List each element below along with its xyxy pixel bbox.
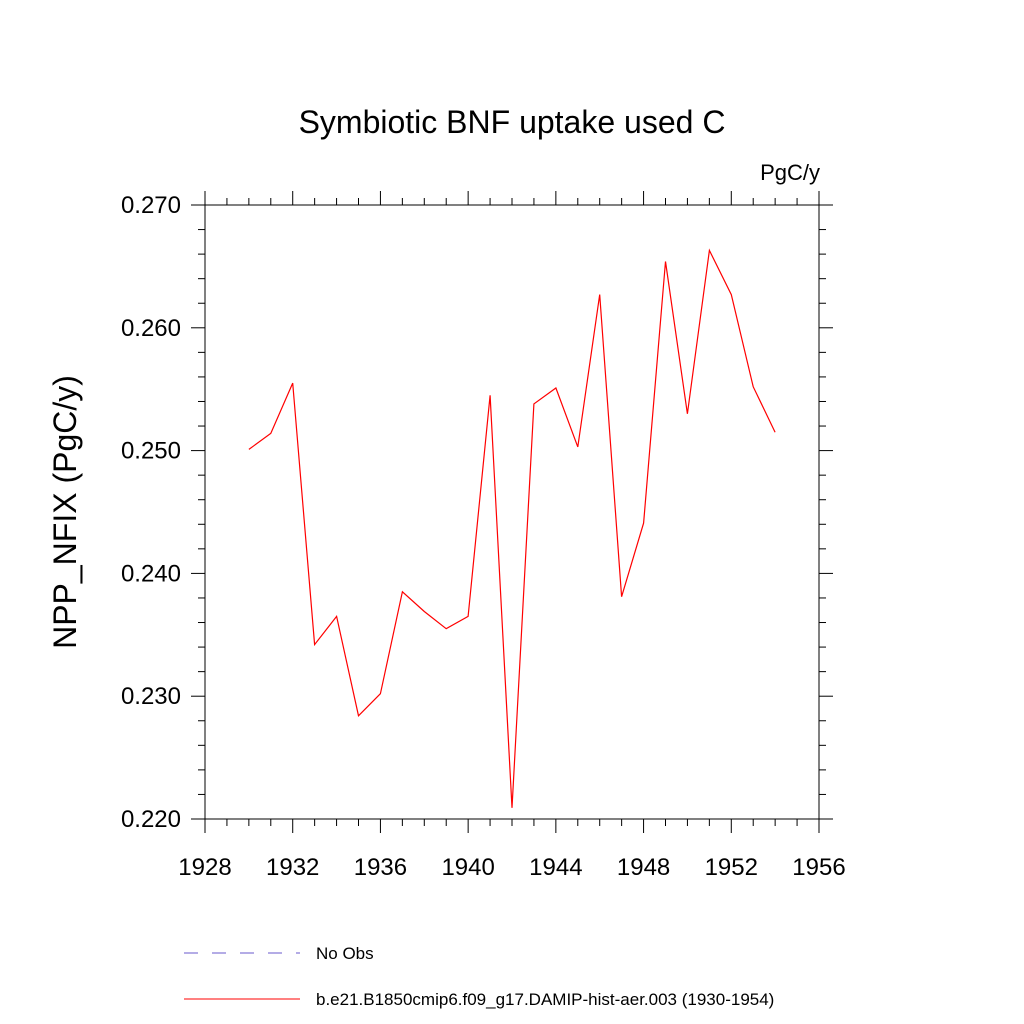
y-tick-label: 0.240 [121,560,181,587]
x-tick-label: 1952 [705,854,758,881]
series-group [248,248,776,808]
legend: No Obs b.e21.B1850cmip6.f09_g17.DAMIP-his… [184,944,774,1009]
y-axis-label: NPP_NFIX (PgC/y) [47,375,83,649]
y-ticks: 0.220 0.230 0.240 0.250 0.260 0.270 [121,192,833,833]
x-tick-label: 1936 [354,854,407,881]
legend-label: b.e21.B1850cmip6.f09_g17.DAMIP-hist-aer.… [316,990,774,1009]
chart-title: Symbiotic BNF uptake used C [299,104,726,140]
x-tick-label: 1944 [529,854,582,881]
y-tick-label: 0.270 [121,192,181,219]
plot-frame [204,204,820,820]
series-line [248,248,776,808]
y-tick-label: 0.220 [121,806,181,833]
x-tick-label: 1928 [178,854,231,881]
x-tick-label: 1956 [792,854,845,881]
y-tick-label: 0.230 [121,683,181,710]
y-tick-label: 0.260 [121,315,181,342]
x-tick-label: 1940 [441,854,494,881]
legend-label: No Obs [316,944,374,963]
y-tick-label: 0.250 [121,438,181,465]
x-tick-label: 1932 [266,854,319,881]
x-ticks: 1928 1932 1936 1940 1944 1948 1952 1956 [178,191,846,881]
units-label: PgC/y [760,160,820,185]
x-tick-label: 1948 [617,854,670,881]
